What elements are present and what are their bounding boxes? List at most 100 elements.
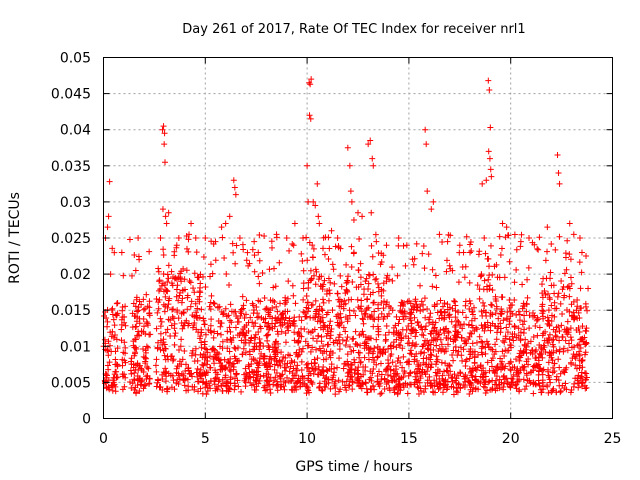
data-point [326,322,333,329]
data-point [135,304,142,311]
data-point-outlier [485,148,492,155]
data-point [296,332,303,339]
data-point-outlier [347,188,354,195]
data-point [214,349,221,356]
data-point [207,261,214,268]
data-point [164,388,171,395]
data-point [567,274,574,281]
data-point [250,374,257,381]
data-point [113,300,120,307]
data-point-outlier [487,166,494,173]
data-point [161,352,168,359]
data-point [486,378,493,385]
data-point [451,371,458,378]
data-point [427,330,434,337]
data-point [575,372,582,379]
data-point [553,376,560,383]
x-axis-label: GPS time / hours [295,459,412,475]
data-point [507,308,514,315]
data-point [415,366,422,373]
data-point [497,355,504,362]
data-point [498,379,505,386]
data-point [372,276,379,283]
data-point [471,353,478,360]
data-point [118,316,125,323]
data-point [557,370,564,377]
data-point [362,278,369,285]
data-point [231,344,238,351]
data-point [414,319,421,326]
data-point [391,370,398,377]
data-point [470,384,477,391]
data-point [437,381,444,388]
data-point-outlier [395,235,402,241]
data-point [499,337,506,344]
data-point [362,364,369,371]
data-point-outlier [251,238,258,245]
data-point [330,266,337,273]
data-point [319,245,326,252]
data-point [448,318,455,325]
data-point [219,376,226,383]
data-point [380,305,387,312]
data-point [341,382,348,389]
data-point [299,373,306,380]
data-point [545,317,552,324]
data-point [398,299,405,306]
data-point [350,335,357,342]
data-point [477,362,484,369]
data-point [340,324,347,331]
data-point [496,385,503,392]
data-point [468,317,475,324]
data-point [475,251,482,258]
data-point [302,338,309,345]
data-point [428,382,435,389]
data-point [211,328,218,335]
data-point [230,249,237,256]
data-point [444,301,451,308]
data-point [556,364,563,371]
data-point [404,390,411,397]
data-point [424,338,431,345]
data-point [401,310,408,317]
data-point [493,373,500,380]
data-point [469,308,476,315]
data-point [108,333,115,340]
data-point [525,356,532,363]
data-point-outlier [483,177,490,184]
data-point [226,385,233,392]
data-point [293,349,300,356]
data-point [384,371,391,378]
data-point [409,256,416,263]
data-point [530,333,537,340]
data-point [278,383,285,390]
data-point [420,389,427,396]
data-point [519,363,526,370]
data-point [579,364,586,371]
data-point [160,270,167,277]
data-point [181,347,188,354]
data-point-outlier [570,231,577,238]
data-point [360,291,367,298]
data-point [441,300,448,307]
data-point [315,332,322,339]
data-point [466,297,473,304]
data-point [365,280,372,287]
data-point [225,388,232,395]
data-point [508,375,515,382]
data-point [433,342,440,349]
data-point [318,338,325,345]
data-point [310,245,317,252]
data-point [118,326,125,333]
data-point [574,296,581,303]
data-point [119,362,126,369]
data-point [193,369,200,376]
data-point [344,351,351,358]
data-point [187,279,194,286]
data-point [114,300,121,307]
data-point [583,340,590,347]
data-point [412,296,419,303]
data-point [540,342,547,349]
data-point [516,311,523,318]
data-point [526,312,533,319]
